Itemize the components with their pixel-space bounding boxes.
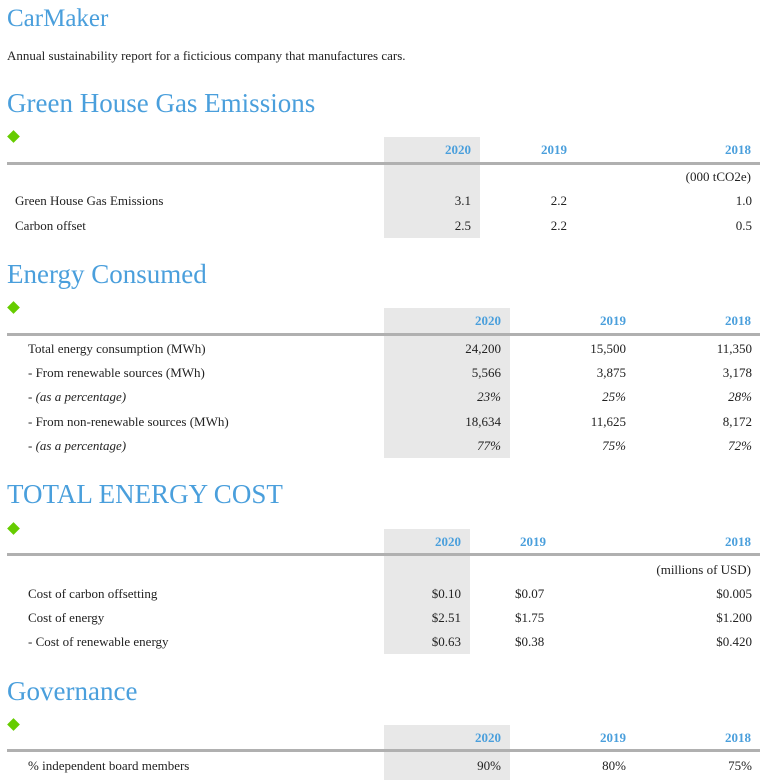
value-cell: 11,625 xyxy=(590,414,626,429)
value-cell: 72% xyxy=(728,438,752,453)
value-cell: 24,200 xyxy=(465,341,501,356)
value-cell: $0.07 xyxy=(515,586,545,601)
value-cell: 5,566 xyxy=(471,365,501,380)
year-header: 2020 xyxy=(475,313,501,328)
section-title-energy: Energy Consumed xyxy=(7,259,207,289)
row-label: - (as a percentage) xyxy=(28,438,127,453)
diamond-icon xyxy=(7,130,20,143)
value-cell: $1.75 xyxy=(515,610,545,625)
value-cell: 2.2 xyxy=(550,193,567,208)
row-label: Carbon offset xyxy=(15,218,86,233)
value-cell: 3,178 xyxy=(722,365,752,380)
year-header: 2018 xyxy=(725,142,751,157)
value-cell: 2.2 xyxy=(550,218,567,233)
value-cell: 3.1 xyxy=(454,193,471,208)
value-cell: 90% xyxy=(477,758,501,773)
row-label: Total energy consumption (MWh) xyxy=(28,341,206,356)
diamond-icon xyxy=(7,301,20,314)
value-cell: 77% xyxy=(477,438,501,453)
value-cell: 18,634 xyxy=(465,414,501,429)
value-cell: 15,500 xyxy=(590,341,626,356)
value-cell: 75% xyxy=(602,438,626,453)
section-title-ghg: Green House Gas Emissions xyxy=(7,88,316,118)
section-title-cost: TOTAL ENERGY COST xyxy=(7,479,283,509)
value-cell: 11,350 xyxy=(716,341,752,356)
row-label: - From non-renewable sources (MWh) xyxy=(28,414,229,429)
value-cell: 75% xyxy=(728,758,752,773)
diamond-icon xyxy=(7,522,20,535)
year-header: 2020 xyxy=(435,534,461,549)
year-header: 2020 xyxy=(445,142,471,157)
row-label: Green House Gas Emissions xyxy=(15,193,164,208)
brand-title: CarMaker xyxy=(7,5,109,32)
unit-label: (millions of USD) xyxy=(656,562,751,577)
row-label: - Cost of renewable energy xyxy=(28,634,169,649)
value-cell: 3,875 xyxy=(596,365,626,380)
header-rule xyxy=(7,553,760,556)
value-cell: 8,172 xyxy=(722,414,752,429)
value-cell: $2.51 xyxy=(431,610,461,625)
current-year-highlight xyxy=(384,308,510,458)
year-header: 2019 xyxy=(520,534,546,549)
year-header: 2020 xyxy=(475,730,501,745)
section-title-governance: Governance xyxy=(7,676,138,706)
value-cell: $0.63 xyxy=(431,634,461,649)
year-header: 2019 xyxy=(600,730,626,745)
header-rule xyxy=(7,749,760,752)
value-cell: 1.0 xyxy=(735,193,752,208)
row-label: Cost of energy xyxy=(28,610,105,625)
value-cell: 80% xyxy=(602,758,626,773)
value-cell: 2.5 xyxy=(454,218,471,233)
value-cell: $1.200 xyxy=(716,610,752,625)
value-cell: 23% xyxy=(477,389,501,404)
year-header: 2019 xyxy=(600,313,626,328)
value-cell: 0.5 xyxy=(735,218,752,233)
unit-label: (000 tCO2e) xyxy=(685,169,751,184)
header-rule xyxy=(7,162,760,165)
report-description: Annual sustainability report for a ficti… xyxy=(7,48,406,63)
current-year-highlight xyxy=(384,725,510,780)
diamond-icon xyxy=(7,718,20,731)
current-year-highlight xyxy=(384,137,480,238)
value-cell: $0.10 xyxy=(431,586,461,601)
value-cell: $0.420 xyxy=(716,634,752,649)
value-cell: 25% xyxy=(602,389,626,404)
row-label: % independent board members xyxy=(28,758,190,773)
row-label: - (as a percentage) xyxy=(28,389,127,404)
year-header: 2018 xyxy=(725,730,751,745)
year-header: 2018 xyxy=(725,534,751,549)
value-cell: $0.005 xyxy=(716,586,752,601)
value-cell: 28% xyxy=(728,389,752,404)
year-header: 2018 xyxy=(725,313,751,328)
row-label: Cost of carbon offsetting xyxy=(28,586,158,601)
row-label: - From renewable sources (MWh) xyxy=(28,365,205,380)
current-year-highlight xyxy=(384,529,470,654)
header-rule xyxy=(7,333,760,336)
year-header: 2019 xyxy=(541,142,567,157)
value-cell: $0.38 xyxy=(515,634,545,649)
